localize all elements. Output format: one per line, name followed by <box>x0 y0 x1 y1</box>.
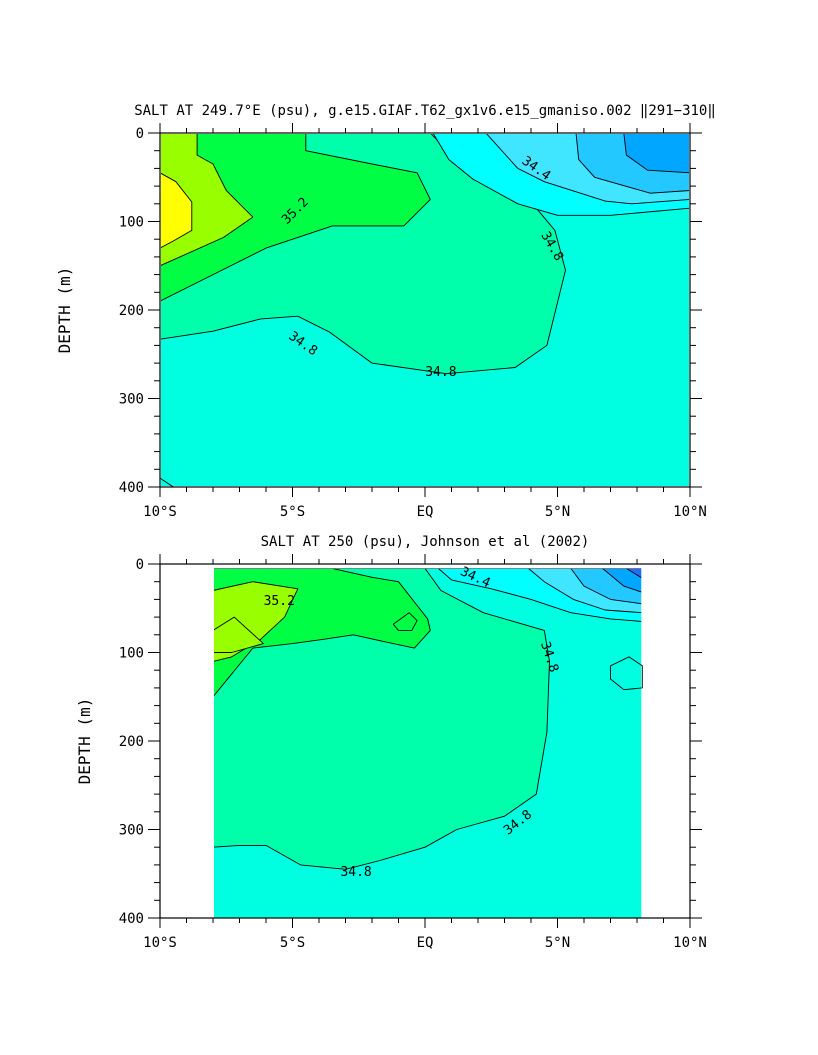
x-tick-label: 5°S <box>280 935 305 951</box>
panel-model: SALT AT 249.7°E (psu), g.e15.GIAF.T62_gx… <box>55 103 716 520</box>
panel-observed-plot: 34.435.234.834.834.810°S 5°S EQ 5°N 10°N0100… <box>119 554 707 951</box>
panel-model-title: SALT AT 249.7°E (psu), g.e15.GIAF.T62_gx… <box>134 103 716 119</box>
y-tick-label: 100 <box>119 215 144 231</box>
contour-line <box>610 656 643 691</box>
y-tick-label: 0 <box>136 557 144 573</box>
missing-right-edge <box>641 564 645 918</box>
y-tick-label: 300 <box>119 823 144 839</box>
contour-label: 34.8 <box>425 365 456 380</box>
y-tick-label: 300 <box>119 392 144 408</box>
y-tick-label: 0 <box>136 126 144 142</box>
x-tick-label: 5°N <box>545 504 570 520</box>
contour-field: 34.435.234.834.834.8 <box>211 564 645 918</box>
y-tick-label: 200 <box>119 303 144 319</box>
salinity-region-34 <box>623 133 690 174</box>
panel-observed-title: SALT AT 250 (psu), Johnson et al (2002) <box>261 534 590 550</box>
x-tick-label: 10°S <box>143 935 177 951</box>
x-tick-label: 10°N <box>673 935 707 951</box>
x-tick-label: 5°N <box>545 935 570 951</box>
contour-line <box>160 477 174 487</box>
x-tick-label: 10°N <box>673 504 707 520</box>
panel-observed: SALT AT 250 (psu), Johnson et al (2002) … <box>75 534 707 951</box>
x-tick-label: EQ <box>417 504 434 520</box>
salinity-region-34-8 <box>212 567 550 870</box>
y-tick-label: 100 <box>119 646 144 662</box>
x-tick-label: 5°S <box>280 504 305 520</box>
y-tick-label: 400 <box>119 480 144 496</box>
panel-model-ylabel: DEPTH (m) <box>55 267 74 354</box>
salinity-region-35-2 <box>160 133 431 302</box>
panel-model-plot: 34.435.234.834.834.8 10°S 5°S EQ 5°N 10°N 0 100… <box>119 123 707 520</box>
missing-left-edge <box>211 564 214 918</box>
salinity-region-35-6 <box>160 172 193 249</box>
y-tick-label: 200 <box>119 734 144 750</box>
panel-observed-ylabel: DEPTH (m) <box>75 698 94 785</box>
missing-top-edge <box>213 564 643 569</box>
contour-field: 34.435.234.834.834.8 <box>160 133 690 487</box>
contour-line <box>392 612 418 631</box>
x-tick-label: 10°S <box>143 504 177 520</box>
contour-label: 34.8 <box>340 865 371 880</box>
contour-label: 35.2 <box>264 594 295 609</box>
y-tick-label: 400 <box>119 911 144 927</box>
x-tick-label: EQ <box>417 935 434 951</box>
